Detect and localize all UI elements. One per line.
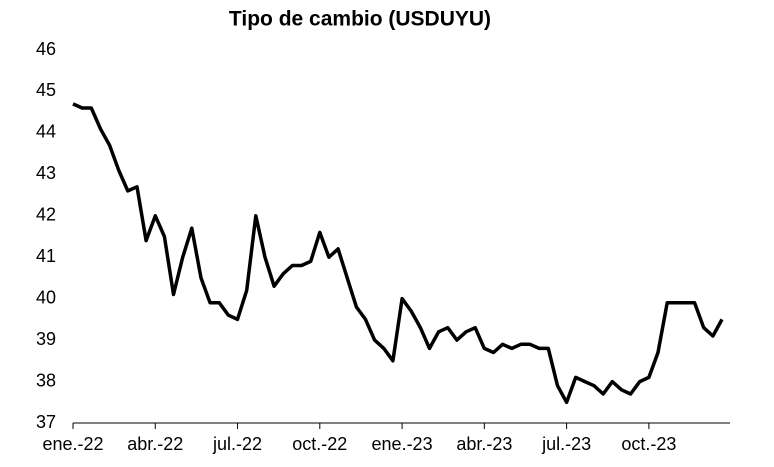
chart-title: Tipo de cambio (USDUYU) [229,8,491,31]
y-tick-label: 37 [36,412,56,432]
x-tick-label: abr.-22 [127,434,183,454]
y-tick-label: 38 [36,370,56,390]
y-tick-label: 44 [36,122,56,142]
y-tick-label: 46 [36,39,56,59]
y-tick-label: 43 [36,163,56,183]
x-tick-label: oct.-23 [621,434,676,454]
line-series [72,102,724,405]
y-tick-label: 40 [36,287,56,307]
x-tick-label: jul.-22 [212,434,262,454]
x-tick-label: jul.-23 [541,434,591,454]
x-tick-label: ene.-23 [372,434,433,454]
x-tick-label: oct.-22 [292,434,347,454]
x-tick-label: abr.-23 [456,434,512,454]
x-tick-label: ene.-22 [42,434,103,454]
y-tick-label: 42 [36,205,56,225]
y-tick-label: 45 [36,80,56,100]
y-tick-label: 41 [36,246,56,266]
y-tick-label: 39 [36,329,56,349]
